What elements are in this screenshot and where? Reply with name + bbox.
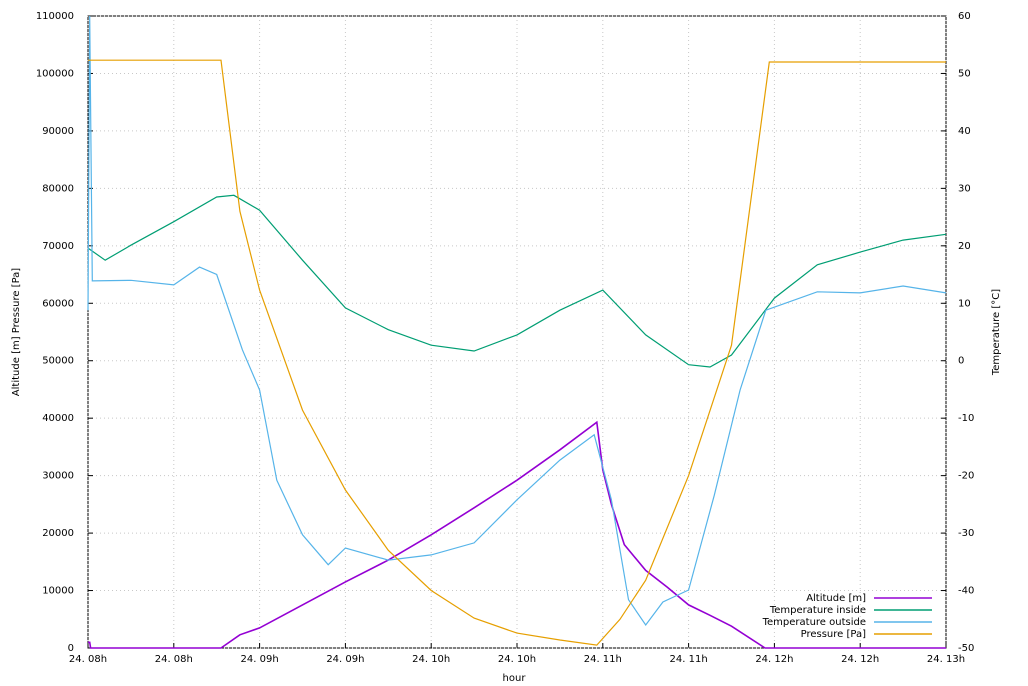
- y-tick-label: 40000: [42, 413, 74, 424]
- legend-label: Altitude [m]: [806, 593, 866, 604]
- y-tick-label: 0: [68, 643, 74, 654]
- y2-tick-label: 0: [958, 356, 964, 367]
- y-tick-label: 90000: [42, 126, 74, 137]
- series-line: [88, 420, 946, 649]
- x-axis-label: hour: [503, 673, 527, 684]
- y2-tick-label: 60: [958, 11, 971, 22]
- y-tick-label: 80000: [42, 183, 74, 194]
- y-tick-label: 20000: [42, 528, 74, 539]
- y-tick-label: 30000: [42, 471, 74, 482]
- y2-tick-label: -50: [958, 643, 974, 654]
- y2-tick-label: 20: [958, 241, 971, 252]
- y2-tick-label: 10: [958, 298, 971, 309]
- y2-tick-label: -20: [958, 471, 974, 482]
- y2-tick-label: 30: [958, 183, 971, 194]
- series-line: [87, 15, 947, 627]
- y2-tick-label: -40: [958, 586, 974, 597]
- y-tick-label: 10000: [42, 586, 74, 597]
- x-tick-label: 24. 12h: [841, 654, 879, 665]
- y2-tick-label: 40: [958, 126, 971, 137]
- y-tick-label: 50000: [42, 356, 74, 367]
- legend-label: Temperature outside: [762, 617, 866, 628]
- x-tick-label: 24. 10h: [498, 654, 536, 665]
- y2-tick-label: 50: [958, 68, 971, 79]
- x-tick-label: 24. 11h: [670, 654, 708, 665]
- series-line: [87, 194, 947, 368]
- x-tick-label: 24. 12h: [755, 654, 793, 665]
- y-tick-label: 70000: [42, 241, 74, 252]
- y-tick-label: 100000: [36, 68, 74, 79]
- x-tick-label: 24. 11h: [584, 654, 622, 665]
- legend-label: Temperature inside: [769, 605, 866, 616]
- x-tick-label: 24. 08h: [69, 654, 107, 665]
- series-line: [88, 59, 946, 646]
- x-tick-label: 24. 13h: [927, 654, 965, 665]
- y-axis-label: Altitude [m] Pressure [Pa]: [11, 268, 22, 396]
- x-tick-label: 24. 08h: [155, 654, 193, 665]
- y-tick-label: 110000: [36, 11, 74, 22]
- y-tick-label: 60000: [42, 298, 74, 309]
- x-tick-label: 24. 09h: [326, 654, 364, 665]
- legend-label: Pressure [Pa]: [801, 629, 866, 640]
- y2-tick-label: -10: [958, 413, 974, 424]
- y2-tick-label: -30: [958, 528, 974, 539]
- x-tick-label: 24. 10h: [412, 654, 450, 665]
- x-tick-label: 24. 09h: [241, 654, 279, 665]
- y2-axis-label: Temperature [°C]: [991, 289, 1002, 376]
